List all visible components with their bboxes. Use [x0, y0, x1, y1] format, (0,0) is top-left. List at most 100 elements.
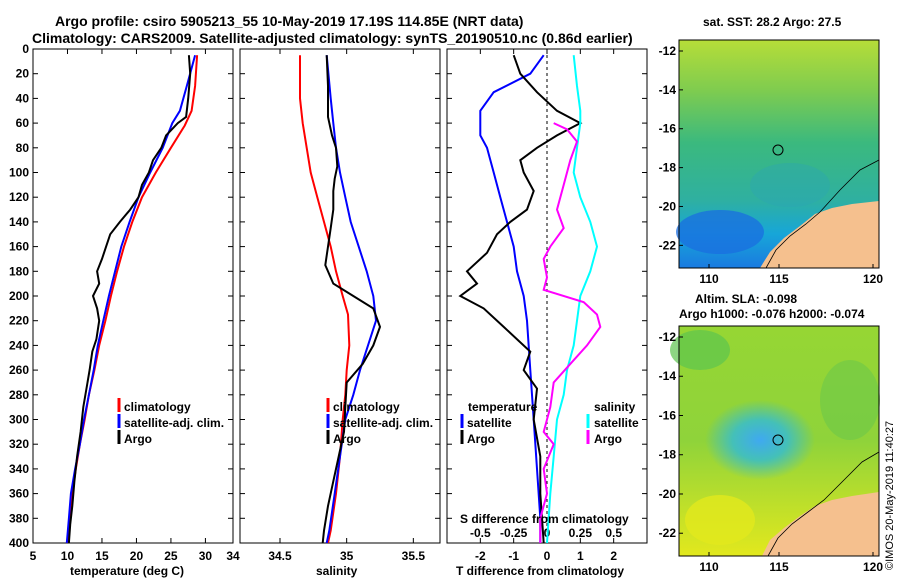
- sst-argo-marker: [772, 144, 784, 156]
- y-tick-label: 360: [9, 487, 29, 501]
- title-line-1: Argo profile: csiro 5905213_55 10-May-20…: [55, 13, 524, 29]
- series-salinity-satellite: [546, 55, 599, 543]
- y-tick-label: 180: [9, 264, 29, 278]
- series-climatology: [299, 55, 351, 543]
- series-satellite-adj-clim-: [325, 55, 378, 543]
- x-tick-label: 25: [164, 549, 178, 563]
- y-tick-label: 240: [9, 338, 29, 352]
- legend-title-temperature: temperature: [468, 400, 538, 414]
- x-tick-label: 5: [30, 549, 37, 563]
- map-x-label: 120: [863, 560, 883, 574]
- y-tick-label: 140: [9, 215, 29, 229]
- s-diff-tick-label: 0.25: [569, 526, 593, 540]
- legend-s-satellite: satellite: [594, 416, 639, 430]
- map-y-label: -18: [659, 161, 677, 175]
- sla-contour: [767, 451, 880, 557]
- series-argo: [321, 55, 382, 543]
- legend-climatology-s: climatology: [333, 400, 400, 414]
- sla-argo-marker: [772, 434, 784, 446]
- sst-map: [676, 39, 880, 269]
- sst-label: sat. SST: 28.2 Argo: 27.5: [703, 15, 842, 29]
- sst-land: [760, 201, 879, 268]
- sla-low-patch: [705, 400, 815, 480]
- temperature-axes: [32, 48, 234, 544]
- sla-label-1: Altim. SLA: -0.098: [695, 292, 797, 306]
- imos-stamp: ©IMOS 20-May-2019 11:40:27: [884, 420, 896, 570]
- legend-satellite-s: satellite-adj. clim.: [333, 416, 433, 430]
- title-line-2: Climatology: CARS2009. Satellite-adjuste…: [32, 30, 633, 46]
- x-tick-label: -2: [475, 549, 486, 563]
- s-difference-label: S difference from climatology: [460, 512, 629, 526]
- sla-land: [762, 492, 879, 556]
- map-y-label: -16: [659, 122, 677, 136]
- map-x-label: 120: [863, 272, 883, 286]
- y-tick-label: 340: [9, 462, 29, 476]
- legend-climatology-t: climatology: [124, 400, 191, 414]
- series-climatology: [66, 55, 199, 543]
- y-tick-label: 400: [9, 536, 29, 550]
- sst-cool-patch: [676, 210, 764, 254]
- y-tick-label: 200: [9, 289, 29, 303]
- sla-label-2: Argo h1000: -0.076 h2000: -0.074: [679, 307, 865, 321]
- y-tick-label: 100: [9, 166, 29, 180]
- salinity-axes: [239, 48, 441, 544]
- y-tick-label: 60: [16, 116, 30, 130]
- series-temperature-argo: [458, 54, 583, 543]
- map-x-label: 110: [699, 560, 719, 574]
- legend-t-argo: Argo: [467, 432, 495, 446]
- x-tick-label: -1: [508, 549, 519, 563]
- map-y-label: -20: [659, 487, 677, 501]
- x-tick-label: 20: [130, 549, 144, 563]
- series-salinity-argo: [539, 122, 602, 543]
- s-diff-tick-label: -0.5: [470, 526, 491, 540]
- y-tick-label: 160: [9, 240, 29, 254]
- y-tick-label: 260: [9, 363, 29, 377]
- map-y-label: -14: [659, 369, 677, 383]
- sla-map: [670, 325, 880, 557]
- legend-argo-t: Argo: [124, 432, 152, 446]
- map-y-label: -22: [659, 526, 677, 540]
- map-y-label: -12: [659, 330, 677, 344]
- map-y-label: -12: [659, 44, 677, 58]
- y-tick-label: 220: [9, 314, 29, 328]
- x-tick-label: 15: [95, 549, 109, 563]
- x-tick-label: 35: [340, 549, 354, 563]
- legend-title-salinity: salinity: [594, 400, 636, 414]
- map-y-label: -18: [659, 448, 677, 462]
- map-x-label: 110: [699, 272, 719, 286]
- sla-green-patch-1: [670, 330, 730, 370]
- map-x-label: 115: [769, 272, 789, 286]
- series-argo: [67, 55, 192, 543]
- legend-satellite-t: satellite-adj. clim.: [124, 416, 224, 430]
- series-satellite-adj-clim-: [65, 54, 197, 543]
- legend-t-satellite: satellite: [467, 416, 512, 430]
- difference-xlabel: T difference from climatology: [456, 564, 624, 578]
- y-tick-label: 40: [16, 91, 30, 105]
- legend-argo-s: Argo: [333, 432, 361, 446]
- x-tick-label: 35.5: [402, 549, 426, 563]
- x-tick-label: 30: [199, 549, 213, 563]
- temperature-xlabel: temperature (deg C): [70, 564, 184, 578]
- sst-contour: [765, 159, 880, 269]
- x-tick-label: 0: [544, 549, 551, 563]
- map-y-label: -20: [659, 199, 677, 213]
- y-tick-label: 120: [9, 190, 29, 204]
- y-tick-label: 300: [9, 413, 29, 427]
- legend-s-argo: Argo: [594, 432, 622, 446]
- y-tick-label: 20: [16, 67, 30, 81]
- x-tick-label: 10: [61, 549, 75, 563]
- x-tick-label: 34: [226, 549, 240, 563]
- map-y-label: -22: [659, 238, 677, 252]
- map-y-label: -14: [659, 83, 677, 97]
- sla-yellow-patch: [685, 495, 755, 545]
- salinity-xlabel: salinity: [316, 564, 358, 578]
- s-diff-tick-label: 0.5: [605, 526, 622, 540]
- y-tick-label: 280: [9, 388, 29, 402]
- sst-mid-patch: [750, 163, 830, 207]
- map-y-label: -16: [659, 408, 677, 422]
- y-tick-label: 80: [16, 141, 30, 155]
- y-tick-label: 0: [22, 42, 29, 56]
- map-x-label: 115: [769, 560, 789, 574]
- sla-green-patch-2: [820, 360, 880, 440]
